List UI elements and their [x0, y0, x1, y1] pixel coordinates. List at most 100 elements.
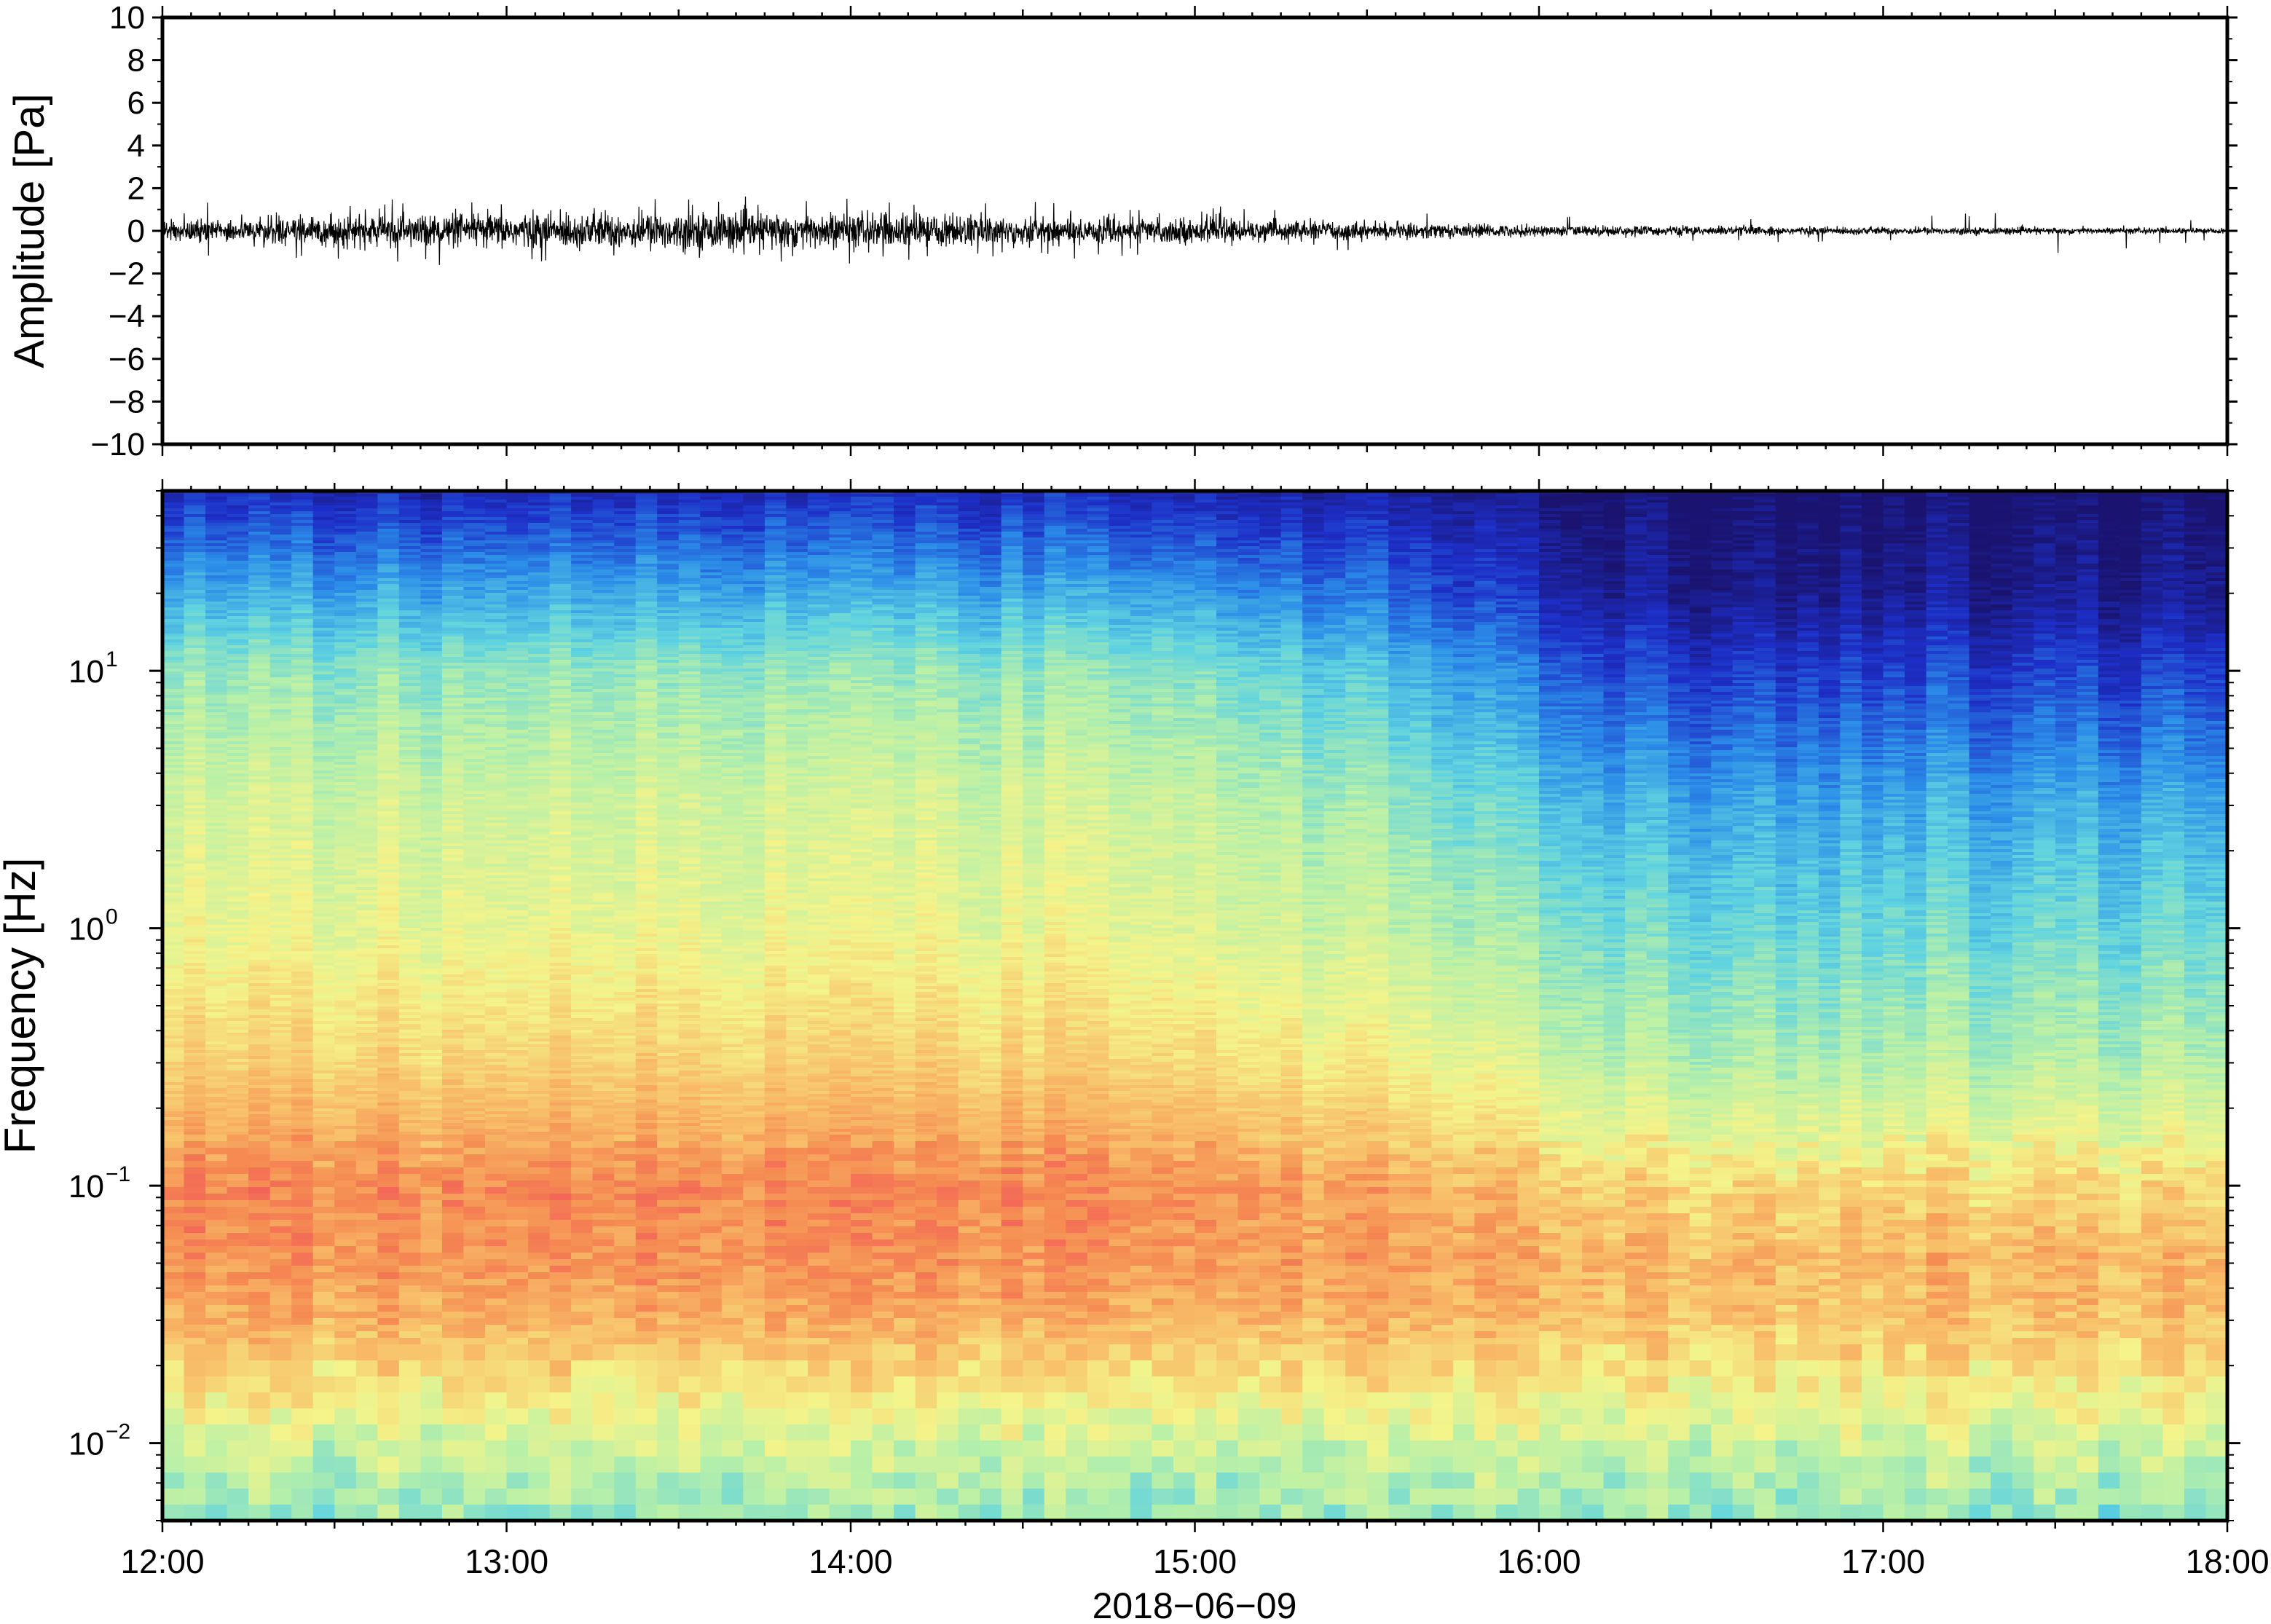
spectrogram-cell — [420, 523, 443, 527]
spectrogram-cell — [528, 537, 551, 541]
spectrogram-cell — [506, 1071, 529, 1074]
spectrogram-cell — [162, 916, 185, 920]
spectrogram-cell — [506, 1073, 529, 1077]
spectrogram-cell — [248, 604, 271, 608]
spectrogram-cell — [269, 508, 292, 512]
spectrogram-cell — [355, 692, 379, 695]
spectrogram-cell — [420, 1473, 443, 1489]
spectrogram-cell — [377, 1126, 400, 1130]
spectrogram-cell — [506, 727, 529, 730]
spectrogram-cell — [485, 1376, 508, 1393]
spectrogram-cell — [398, 1141, 422, 1148]
spectrogram-cell — [248, 957, 271, 961]
spectrogram-cell — [227, 520, 249, 524]
spectrogram-cell — [355, 1305, 379, 1312]
spectrogram-cell — [291, 773, 314, 777]
spectrogram-cell — [312, 969, 335, 972]
spectrogram-cell — [463, 773, 486, 777]
spectrogram-cell — [162, 948, 185, 952]
spectrogram-cell — [377, 546, 400, 550]
spectrogram-cell — [485, 1180, 508, 1188]
spectrogram-cell — [184, 803, 206, 806]
spectrogram-cell — [248, 689, 271, 693]
spectrogram-cell — [463, 1246, 486, 1253]
spectrogram-cell — [227, 881, 249, 885]
spectrogram-cell — [420, 1105, 443, 1109]
spectrogram-cell — [248, 1376, 271, 1393]
spectrogram-cell — [441, 881, 465, 885]
spectrogram-cell — [528, 875, 551, 879]
spectrogram-cell — [227, 698, 249, 701]
spectrogram-cell — [312, 823, 335, 827]
spectrogram-cell — [441, 1279, 465, 1286]
spectrogram-cell — [291, 1285, 314, 1293]
spectrogram-cell — [441, 505, 465, 509]
spectrogram-cell — [248, 913, 271, 917]
spectrogram-cell — [485, 1505, 508, 1521]
spectrogram-cell — [162, 683, 185, 687]
spectrogram-cell — [485, 1053, 508, 1057]
spectrogram-cell — [291, 593, 314, 596]
spectrogram-cell — [248, 1318, 271, 1325]
spectrogram-cell — [205, 500, 228, 503]
spectrogram-cell — [355, 1505, 379, 1521]
spectrogram-cell — [334, 1194, 357, 1201]
spectrogram-cell — [334, 1088, 357, 1092]
spectrogram-cell — [377, 855, 400, 859]
spectrogram-cell — [398, 671, 422, 675]
spectrogram-cell — [398, 832, 422, 835]
spectrogram-cell — [355, 960, 379, 963]
spectrogram-cell — [312, 928, 335, 931]
spectrogram-cell — [334, 1038, 357, 1042]
spectrogram-cell — [441, 794, 465, 797]
spectrogram-cell — [355, 741, 379, 745]
spectrogram-cell — [377, 861, 400, 864]
spectrogram-cell — [248, 1126, 271, 1130]
spectrogram-cell — [420, 1424, 443, 1441]
spectrogram-cell — [248, 1233, 271, 1240]
spectrogram-cell — [227, 505, 249, 509]
spectrogram-cell — [377, 561, 400, 564]
spectrogram-cell — [355, 564, 379, 567]
spectrogram-cell — [463, 1120, 486, 1124]
spectrogram-cell — [377, 1167, 400, 1175]
spectrogram-cell — [184, 861, 206, 864]
spectrogram-cell — [463, 1006, 486, 1010]
spectrogram-cell — [184, 849, 206, 853]
spectrogram-cell — [398, 934, 422, 937]
spectrogram-cell — [312, 1030, 335, 1033]
spectrogram-cell — [420, 689, 443, 693]
spectrogram-cell — [377, 1123, 400, 1127]
spectrogram-cell — [420, 890, 443, 894]
spectrogram-cell — [377, 919, 400, 923]
spectrogram-cell — [162, 1050, 185, 1054]
spectrogram-cell — [377, 631, 400, 634]
spectrogram-cell — [355, 750, 379, 754]
spectrogram-cell — [377, 1331, 400, 1339]
spectrogram-cell — [420, 1085, 443, 1089]
spectrogram-cell — [420, 1325, 443, 1332]
spectrogram-cell — [162, 1103, 185, 1106]
spectrogram-cell — [334, 730, 357, 733]
spectrogram-cell — [248, 800, 271, 803]
spectrogram-cell — [377, 1259, 400, 1266]
spectrogram-cell — [334, 744, 357, 748]
spectrogram-cell — [162, 843, 185, 847]
spectrogram-cell — [441, 1027, 465, 1030]
spectrogram-cell — [355, 878, 379, 882]
spectrogram-cell — [248, 1266, 271, 1273]
spectrogram-cell — [291, 715, 314, 719]
spectrogram-cell — [485, 951, 508, 955]
spectrogram-cell — [485, 1187, 508, 1194]
spectrogram-cell — [184, 1088, 206, 1092]
spectrogram-cell — [441, 604, 465, 608]
spectrogram-cell — [441, 1053, 465, 1057]
spectrogram-cell — [398, 639, 422, 643]
spectrogram-cell — [269, 803, 292, 806]
spectrogram-cell — [205, 1103, 228, 1106]
spectrogram-cell — [420, 1457, 443, 1473]
spectrogram-cell — [528, 607, 551, 611]
spectrogram-cell — [441, 1167, 465, 1175]
spectrogram-cell — [162, 759, 185, 762]
spectrogram-cell — [398, 1097, 422, 1100]
